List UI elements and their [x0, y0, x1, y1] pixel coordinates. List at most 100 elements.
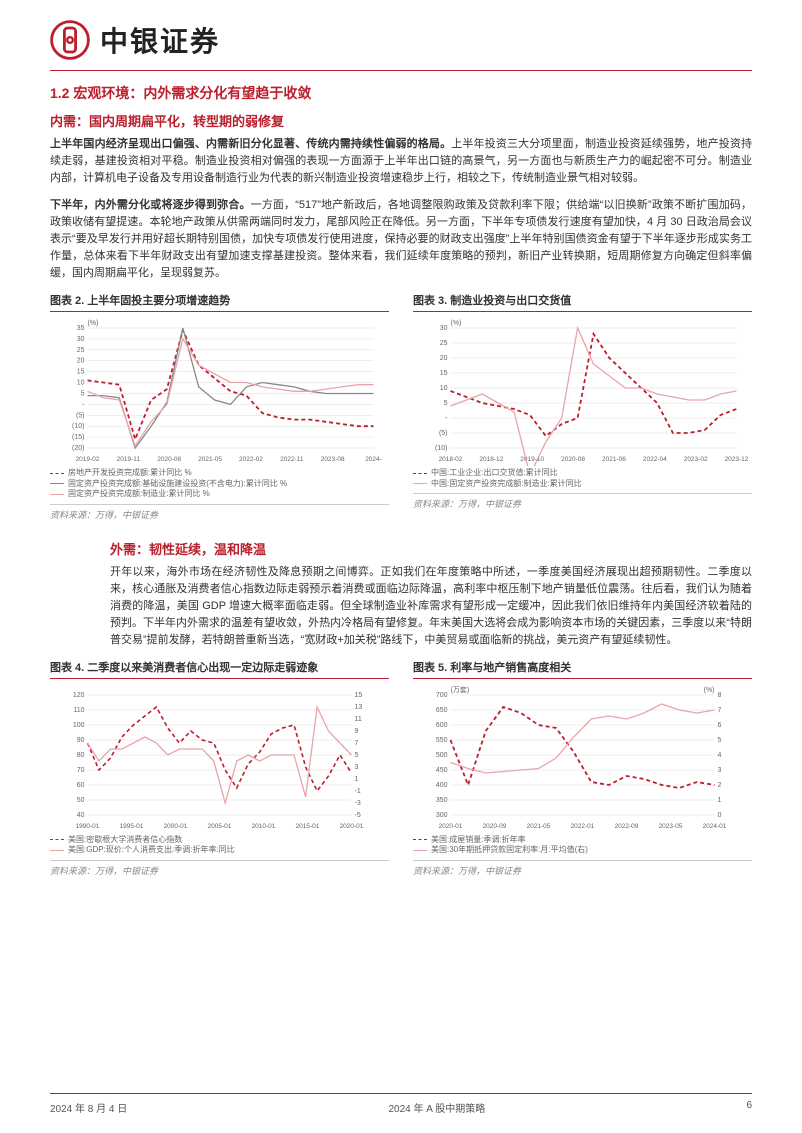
svg-text:300: 300 [436, 812, 448, 819]
svg-text:-5: -5 [355, 812, 361, 819]
svg-text:70: 70 [77, 767, 85, 774]
svg-text:(%): (%) [704, 687, 715, 694]
chart-3-plot: (10)(5)-51015202530(%)2018-022018-122019… [413, 316, 752, 466]
svg-text:-: - [445, 415, 448, 422]
svg-text:30: 30 [440, 325, 448, 332]
svg-text:2024-01: 2024-01 [703, 823, 727, 830]
svg-text:2020-09: 2020-09 [483, 823, 507, 830]
subsection-2-title: 外需：韧性延续，温和降温 [110, 539, 752, 558]
svg-text:110: 110 [73, 707, 84, 714]
svg-text:15: 15 [440, 370, 448, 377]
footer-title: 2024 年 A 股中期策略 [389, 1100, 486, 1115]
svg-text:(15): (15) [72, 434, 84, 441]
svg-text:2010-01: 2010-01 [252, 823, 276, 830]
svg-text:120: 120 [73, 692, 85, 699]
section-heading: 1.2 宏观环境：内外需求分化有望趋于收敛 [50, 83, 752, 103]
svg-text:2020-01: 2020-01 [340, 823, 364, 830]
brand-logo-icon [50, 20, 90, 60]
svg-text:15: 15 [77, 369, 85, 376]
svg-text:600: 600 [436, 722, 448, 729]
chart-2-plot: (20)(15)(10)(5)-5101520253035(%)2019-022… [50, 316, 389, 466]
svg-text:20: 20 [440, 355, 448, 362]
svg-text:35: 35 [77, 325, 85, 332]
svg-text:650: 650 [436, 707, 448, 714]
svg-text:2018-02: 2018-02 [439, 456, 463, 463]
svg-text:5: 5 [718, 737, 722, 744]
page-header: 中银证券 [50, 20, 752, 71]
svg-text:60: 60 [77, 782, 85, 789]
svg-text:15: 15 [355, 692, 363, 699]
chart-4-legend: 美国:密歇根大学消费者信心指数美国:GDP:现价:个人消费支出:季调:折年率:同… [50, 835, 389, 856]
svg-text:6: 6 [718, 722, 722, 729]
chart-row-2: 图表 4. 二季度以来美消费者信心出现一定边际走弱迹象 405060708090… [50, 659, 752, 891]
svg-text:(5): (5) [76, 413, 85, 420]
svg-text:2023-05: 2023-05 [659, 823, 683, 830]
svg-text:80: 80 [77, 752, 85, 759]
svg-text:8: 8 [718, 692, 722, 699]
svg-text:2022-04: 2022-04 [643, 456, 667, 463]
chart-4-plot: 405060708090100110120-5-3-11357911131519… [50, 683, 389, 833]
svg-text:2023-12: 2023-12 [725, 456, 749, 463]
svg-text:9: 9 [355, 728, 359, 735]
para-1-lead: 上半年国内经济呈现出口偏强、内需新旧分化显著、传统内需持续性偏弱的格局。 [50, 138, 451, 150]
svg-text:13: 13 [355, 704, 363, 711]
chart-3-title: 图表 3. 制造业投资与出口交货值 [413, 292, 752, 312]
svg-text:(5): (5) [439, 430, 448, 437]
svg-text:(10): (10) [435, 445, 447, 452]
svg-text:500: 500 [436, 752, 448, 759]
svg-text:-3: -3 [355, 800, 361, 807]
svg-text:5: 5 [81, 391, 85, 398]
svg-text:30: 30 [77, 336, 85, 343]
svg-text:3: 3 [718, 767, 722, 774]
svg-text:2023-02: 2023-02 [684, 456, 708, 463]
svg-text:(20): (20) [72, 445, 84, 452]
chart-2-column: 图表 2. 上半年固投主要分项增速趋势 (20)(15)(10)(5)-5101… [50, 292, 389, 534]
brand-name: 中银证券 [100, 20, 220, 60]
svg-text:2021-05: 2021-05 [198, 456, 222, 463]
chart-2-legend: 房地产开发投资完成额:累计同比 %固定资产投资完成额:基础设施建设投资(不含电力… [50, 468, 389, 499]
footer-page: 6 [746, 1100, 752, 1115]
svg-text:4: 4 [718, 752, 722, 759]
chart-3-legend: 中国:工业企业:出口交货值:累计同比中国:固定资产投资完成额:制造业:累计同比 [413, 468, 752, 489]
svg-text:2021-06: 2021-06 [602, 456, 626, 463]
svg-text:(万套): (万套) [451, 685, 470, 694]
chart-5-title: 图表 5. 利率与地产销售高度相关 [413, 659, 752, 679]
svg-text:40: 40 [77, 812, 85, 819]
svg-text:3: 3 [355, 764, 359, 771]
para-2-lead: 下半年，内外需分化或将逐步得到弥合。 [50, 199, 251, 211]
svg-text:2021-05: 2021-05 [527, 823, 551, 830]
svg-text:1: 1 [355, 776, 359, 783]
svg-text:50: 50 [77, 797, 85, 804]
svg-text:25: 25 [440, 340, 448, 347]
svg-text:2020-01: 2020-01 [439, 823, 463, 830]
svg-text:5: 5 [355, 752, 359, 759]
svg-text:0: 0 [718, 812, 722, 819]
subsection-1-title: 内需：国内周期扁平化，转型期的弱修复 [50, 111, 752, 130]
svg-text:400: 400 [436, 782, 448, 789]
svg-text:10: 10 [77, 380, 85, 387]
svg-text:2005-01: 2005-01 [208, 823, 232, 830]
svg-text:2020-08: 2020-08 [561, 456, 585, 463]
svg-text:2022-11: 2022-11 [280, 456, 304, 463]
chart-5-source: 资料来源：万得，中银证券 [413, 860, 752, 877]
svg-text:100: 100 [73, 722, 85, 729]
chart-4-column: 图表 4. 二季度以来美消费者信心出现一定边际走弱迹象 40 50 60 70 80 90… [50, 659, 389, 891]
para-2-rest: 一方面，“517”地产新政后，各地调整限购政策及贷款利率下限；供给端“以旧换新”… [50, 199, 752, 279]
svg-text:7: 7 [355, 740, 359, 747]
svg-text:2024-: 2024- [365, 456, 382, 463]
svg-text:(%): (%) [88, 320, 99, 327]
svg-text:90: 90 [77, 737, 85, 744]
svg-text:2022-09: 2022-09 [615, 823, 639, 830]
para-1: 上半年国内经济呈现出口偏强、内需新旧分化显著、传统内需持续性偏弱的格局。上半年投… [50, 136, 752, 187]
svg-text:350: 350 [436, 797, 448, 804]
page-footer: 2024 年 8 月 4 日 2024 年 A 股中期策略 6 [50, 1093, 752, 1115]
svg-text:2019-02: 2019-02 [76, 456, 100, 463]
svg-text:2022-02: 2022-02 [239, 456, 263, 463]
svg-text:2023-08: 2023-08 [321, 456, 345, 463]
svg-text:2022-01: 2022-01 [571, 823, 595, 830]
svg-text:550: 550 [436, 737, 448, 744]
chart-4-title: 图表 4. 二季度以来美消费者信心出现一定边际走弱迹象 [50, 659, 389, 679]
chart-5-legend: 美国:成屋销量:季调:折年率美国:30年期抵押贷款固定利率:月:平均值(右) [413, 835, 752, 856]
chart-3-source: 资料来源：万得，中银证券 [413, 493, 752, 510]
svg-text:2019-11: 2019-11 [117, 456, 141, 463]
